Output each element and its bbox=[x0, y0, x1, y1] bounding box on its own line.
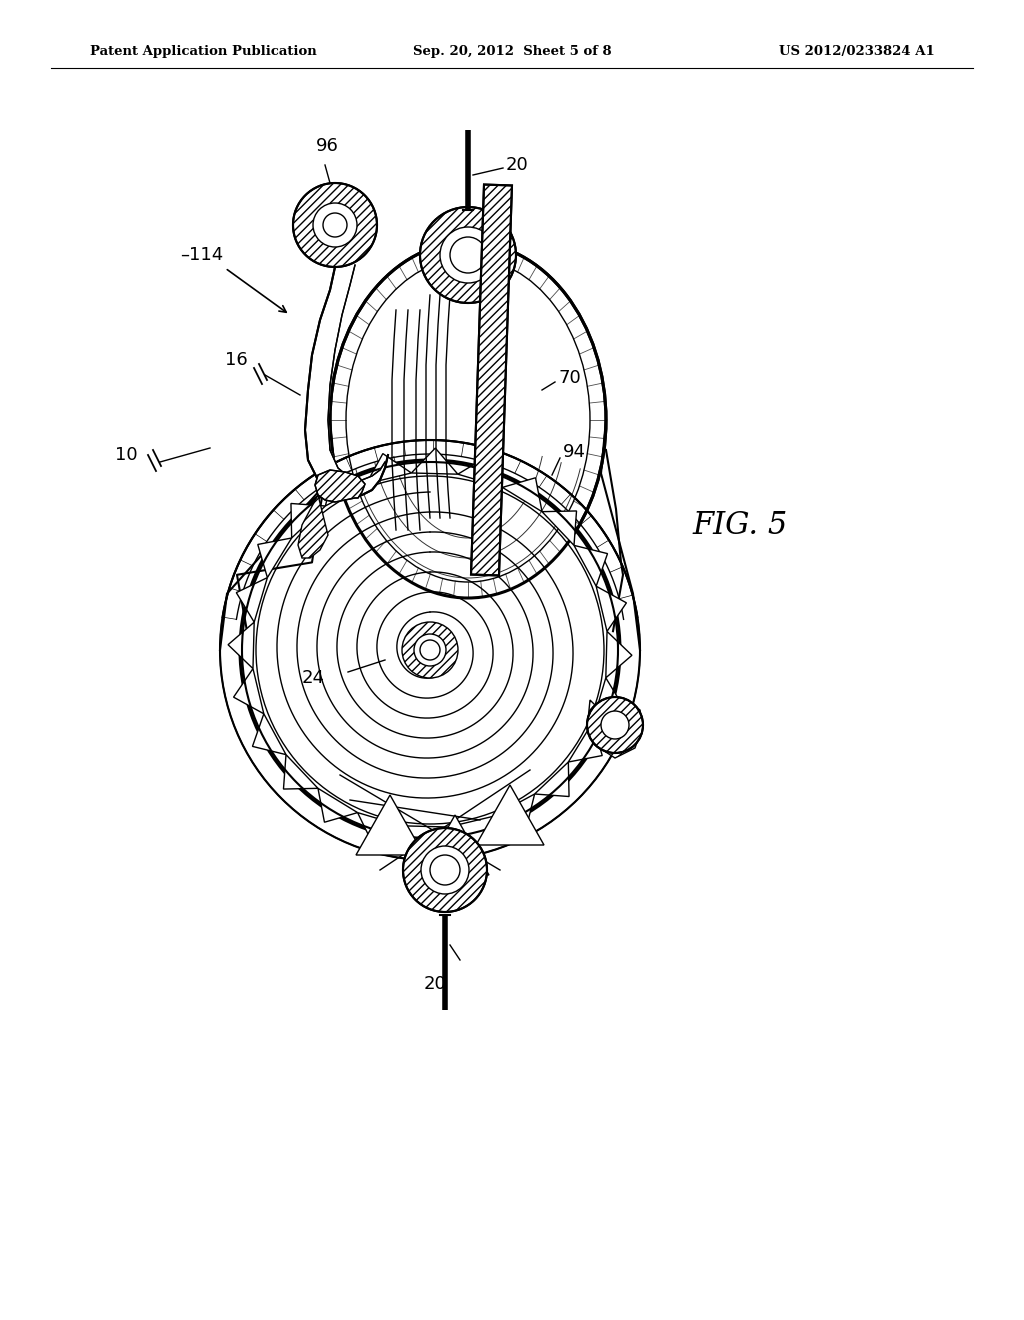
Polygon shape bbox=[318, 788, 357, 822]
Circle shape bbox=[440, 227, 496, 282]
Circle shape bbox=[420, 640, 440, 660]
Polygon shape bbox=[258, 539, 292, 578]
Polygon shape bbox=[402, 826, 449, 851]
Polygon shape bbox=[233, 669, 264, 714]
Circle shape bbox=[414, 634, 446, 667]
Polygon shape bbox=[284, 755, 318, 789]
Text: 20: 20 bbox=[506, 156, 528, 174]
Circle shape bbox=[421, 846, 469, 894]
Polygon shape bbox=[291, 503, 326, 539]
Text: 96: 96 bbox=[315, 137, 339, 154]
Circle shape bbox=[430, 855, 460, 884]
Polygon shape bbox=[228, 622, 254, 669]
Text: 10: 10 bbox=[116, 446, 138, 465]
Text: Sep. 20, 2012  Sheet 5 of 8: Sep. 20, 2012 Sheet 5 of 8 bbox=[413, 45, 611, 58]
Polygon shape bbox=[367, 454, 412, 484]
Polygon shape bbox=[503, 478, 542, 512]
Polygon shape bbox=[574, 545, 607, 586]
Circle shape bbox=[313, 203, 357, 247]
Text: 24: 24 bbox=[302, 669, 325, 686]
Polygon shape bbox=[471, 185, 512, 576]
Polygon shape bbox=[357, 813, 402, 843]
Circle shape bbox=[403, 828, 487, 912]
Polygon shape bbox=[596, 586, 627, 631]
Polygon shape bbox=[458, 457, 503, 487]
Ellipse shape bbox=[330, 242, 606, 598]
Polygon shape bbox=[421, 814, 489, 875]
Circle shape bbox=[450, 238, 486, 273]
Text: 94: 94 bbox=[563, 444, 586, 461]
Polygon shape bbox=[326, 473, 367, 506]
Circle shape bbox=[240, 459, 620, 840]
Polygon shape bbox=[593, 678, 624, 722]
Polygon shape bbox=[412, 447, 458, 474]
Text: –114: –114 bbox=[180, 246, 223, 264]
Polygon shape bbox=[449, 816, 494, 846]
Text: Patent Application Publication: Patent Application Publication bbox=[90, 45, 316, 58]
Circle shape bbox=[293, 183, 377, 267]
Polygon shape bbox=[305, 265, 385, 498]
Polygon shape bbox=[315, 470, 365, 502]
Circle shape bbox=[402, 622, 458, 678]
Polygon shape bbox=[535, 762, 569, 796]
Polygon shape bbox=[476, 785, 544, 845]
Polygon shape bbox=[568, 722, 602, 762]
Text: 70: 70 bbox=[558, 370, 581, 387]
Polygon shape bbox=[588, 700, 642, 758]
Circle shape bbox=[420, 207, 516, 304]
Polygon shape bbox=[494, 795, 535, 828]
Circle shape bbox=[323, 213, 347, 238]
Text: US 2012/0233824 A1: US 2012/0233824 A1 bbox=[779, 45, 935, 58]
Text: 16: 16 bbox=[225, 351, 248, 370]
Polygon shape bbox=[253, 714, 286, 755]
Text: 20: 20 bbox=[424, 975, 446, 993]
Circle shape bbox=[587, 697, 643, 752]
Polygon shape bbox=[298, 495, 328, 558]
Circle shape bbox=[601, 711, 629, 739]
Text: FIG. 5: FIG. 5 bbox=[692, 510, 787, 540]
Polygon shape bbox=[542, 511, 577, 545]
Polygon shape bbox=[356, 795, 424, 855]
Polygon shape bbox=[237, 578, 267, 622]
Polygon shape bbox=[606, 631, 632, 678]
